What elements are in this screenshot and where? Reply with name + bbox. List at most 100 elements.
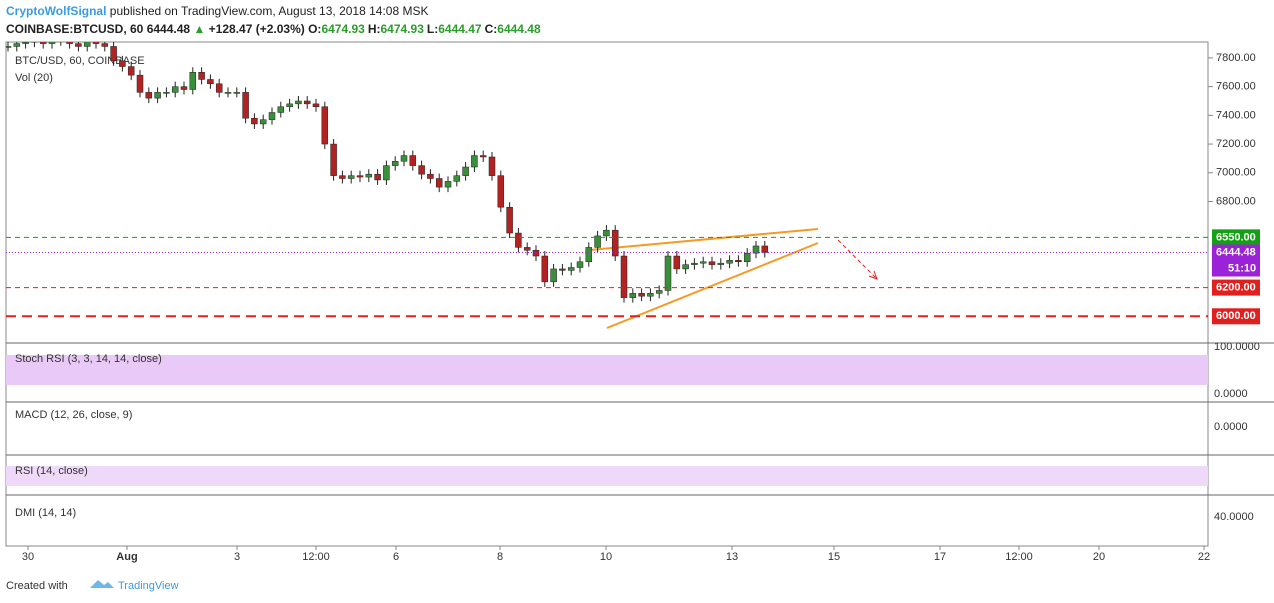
level-tag [1212,279,1260,296]
candle [13,43,21,47]
candle [541,255,549,283]
candle [224,92,232,94]
candle [189,72,197,90]
candle [717,262,725,265]
candle [638,293,645,297]
ohlc-val: 6474.93 [321,22,365,36]
x-tick-label: 15 [828,551,840,563]
candle [119,60,126,67]
candle [708,261,716,265]
candle [462,166,469,176]
candle [444,181,452,188]
candle [471,155,478,168]
candle [532,250,540,257]
candle [58,38,64,41]
candle [251,117,258,125]
x-tick-label: 13 [726,551,738,563]
candle [259,119,267,125]
header-line: CryptoWolfSignal published on TradingVie… [6,4,428,18]
logo [90,580,114,588]
candle [154,92,161,99]
indicator-label: DMI (14, 14) [15,507,76,519]
indicator-tick-label: 0.0000 [1214,388,1248,400]
x-tick-label: 12:00 [302,551,330,563]
candle [506,206,513,234]
candle [295,100,302,105]
indicator-tick-label: 100.0000 [1214,341,1260,353]
ohlc-key: H: [367,22,381,36]
symbol-line: COINBASE:BTCUSD, 60 6444.48 ▲ +128.47 (+… [6,22,544,36]
candle [691,262,698,265]
candle [233,92,241,94]
candle [66,42,73,44]
candle [83,42,91,47]
candle [303,100,311,105]
author[interactable]: CryptoWolfSignal [6,4,107,18]
y-tick-label: 7800.00 [1216,52,1256,64]
candle [427,173,434,179]
ohlc-val: 6444.47 [438,22,482,36]
candle [664,255,672,291]
y-tick-label: 7400.00 [1216,109,1256,121]
candle [743,252,751,263]
level-tag [1212,229,1260,246]
published: published on TradingView.com, August 13,… [109,4,429,18]
volume-label: Vol (20) [15,72,53,84]
x-tick-label: 30 [22,551,34,563]
ohlc-key: L: [426,22,439,36]
candle [479,155,487,158]
candle [576,261,584,268]
arrow: ▲ [193,22,206,36]
candle [391,161,399,166]
candle [356,175,364,178]
candle [515,232,522,248]
candle [75,43,82,47]
y-tick-label: 6800.00 [1216,195,1256,207]
candle [215,83,223,93]
candle [620,255,628,298]
footer-brand[interactable]: TradingView [118,580,179,592]
candle [559,268,566,271]
candle [435,178,443,188]
candle [699,261,707,264]
x-tick-label: 17 [934,551,946,563]
ohlc-key: C: [484,22,498,36]
candle [180,86,188,90]
candle [629,293,637,298]
arrow [837,239,877,279]
candle [92,42,100,44]
countdown: 51:10 [1228,262,1256,274]
candle [22,42,29,44]
candle [682,264,689,270]
candle [171,86,179,93]
y-tick-label: 7600.00 [1216,81,1256,93]
candle [39,42,47,44]
candle [268,112,276,120]
candle [48,42,56,44]
indicator-label: MACD (12, 26, close, 9) [15,409,132,421]
candle [567,267,575,271]
candle [101,43,109,47]
footer-text: Created with [6,580,68,592]
candle [312,103,320,107]
candle [277,106,285,113]
x-tick-label: 3 [234,551,240,563]
y-tick-label: 7000.00 [1216,167,1256,179]
candle [594,235,601,248]
candle [585,247,593,263]
candle [611,229,619,257]
indicator-label: Stoch RSI (3, 3, 14, 14, close) [15,353,162,365]
candle [339,175,346,179]
ohlc-val: 6474.93 [380,22,424,36]
candle [409,155,417,166]
trend-line [606,242,819,329]
change: +128.47 (+2.03%) [208,22,305,36]
candle [497,175,505,208]
level-label: 6550.00 [1216,231,1256,243]
x-tick-label: 6 [393,551,399,563]
candle [6,46,12,48]
level-label: 6000.00 [1216,310,1256,322]
candle [163,92,170,94]
candle [110,46,117,62]
